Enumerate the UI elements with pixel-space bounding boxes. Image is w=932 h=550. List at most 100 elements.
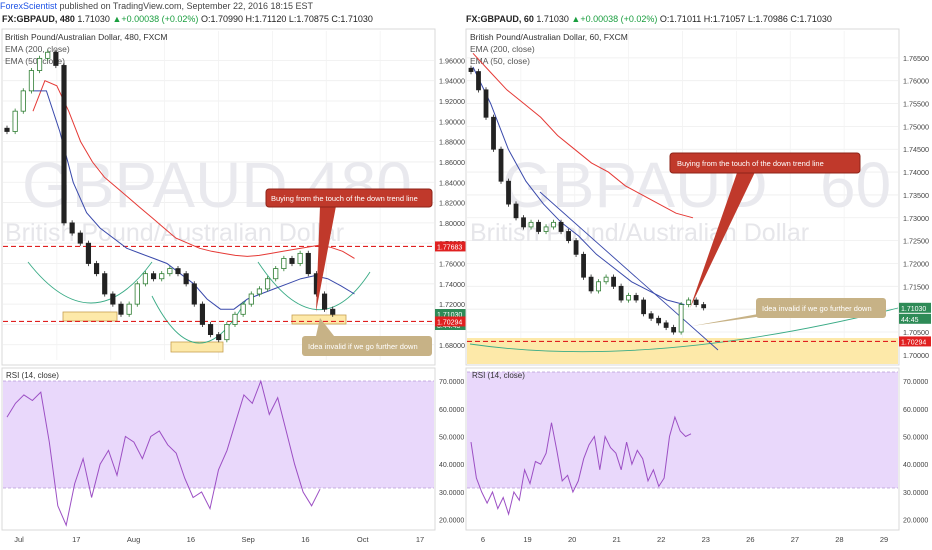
- l-price-tick-6: 1.84000: [439, 178, 465, 187]
- l-price-tick-3: 1.90000: [439, 117, 465, 126]
- r-time-tick-2: 20: [568, 535, 576, 544]
- r-time-tick-7: 27: [791, 535, 799, 544]
- l-candle-body-17: [142, 273, 149, 285]
- right-rsi-band: [467, 372, 898, 488]
- r-candle-body-7: [521, 217, 526, 228]
- l-candle-body-10: [85, 242, 92, 264]
- l-support-label-box: [435, 316, 467, 327]
- r-candle-body-15: [581, 253, 586, 278]
- l-candle-body-21: [175, 268, 181, 275]
- right-chart[interactable]: GBPAUD 60 British Pound/Australian Dolla…: [465, 28, 931, 544]
- right-buy-pointer: [690, 170, 756, 308]
- left-buy-pointer: [316, 206, 336, 312]
- l-price-tick-0: 1.96000: [439, 56, 465, 65]
- left-last-price: 1.71030: [77, 14, 110, 24]
- left-legend-title: British Pound/Australian Dollar, 480, FX…: [5, 32, 168, 42]
- l-candle-body-7: [61, 65, 67, 224]
- r-rsi-path: [470, 415, 692, 516]
- r-price-tick-9: 1.72000: [903, 259, 929, 268]
- r-time-tick-1: 19: [523, 535, 531, 544]
- right-legend-ema200[interactable]: EMA (200, close): [470, 44, 535, 54]
- r-candle-body-17: [596, 281, 601, 292]
- l-time-tick-2: Aug: [127, 535, 140, 544]
- r-price-tick-6: 1.73500: [903, 191, 929, 200]
- r-price-tick-3: 1.75000: [903, 122, 929, 131]
- r-price-tick-10: 1.71500: [903, 282, 929, 291]
- r-candle-body-31: [701, 304, 707, 309]
- l-price-tick-2: 1.92000: [439, 97, 465, 106]
- right-price-scale[interactable]: 1.76500 1.76000 1.75500 1.75000 1.74500 1.740…: [899, 54, 931, 360]
- left-rsi-title: RSI (14, close): [6, 371, 59, 380]
- l-candle-body-4: [36, 57, 43, 71]
- r-candle-body-25: [656, 317, 662, 324]
- left-chart[interactable]: GBPAUD 480 British Pound/Australian Doll…: [1, 28, 467, 544]
- right-change-up-icon: ▲: [571, 14, 581, 24]
- r-price-tick-4: 1.74500: [903, 145, 929, 154]
- right-legend-ema50[interactable]: EMA (50, close): [470, 56, 530, 66]
- left-ohlc: O:1.70990 H:1.71120 L:1.70875 C:1.71030: [200, 14, 373, 24]
- l-rsi-tick-4: 30.0000: [439, 490, 464, 497]
- left-legend-ema200[interactable]: EMA (200, close): [5, 44, 70, 54]
- l-price-tick-4: 1.88000: [439, 138, 465, 147]
- r-support-label: 1.70294: [901, 339, 926, 346]
- r-candle-body-16: [588, 276, 594, 292]
- r-candle-body-19: [611, 276, 616, 287]
- left-change-up-icon: ▲: [112, 14, 122, 24]
- l-support-label: 1.70294: [437, 319, 462, 326]
- l-candle-body-6: [53, 51, 59, 66]
- right-rsi-title: RSI (14, close): [472, 371, 525, 380]
- right-trend-line: [539, 191, 719, 351]
- r-support-label-box: [899, 336, 931, 347]
- r-candle-body-20: [618, 285, 624, 301]
- right-symbol-line: FX:GBPAUD, 60 1.71030 ▲+0.00038 (+0.02%)…: [466, 12, 832, 26]
- l-time-tick-3: 16: [187, 535, 195, 544]
- r-time-tick-6: 26: [746, 535, 754, 544]
- l-price-tick-11: 1.74000: [439, 280, 465, 289]
- r-candle-body-22: [633, 295, 639, 301]
- left-support-zone-1: [62, 311, 118, 322]
- r-time-tick-5: 23: [702, 535, 710, 544]
- l-candle-body-31: [256, 288, 263, 295]
- l-candle-body-2: [20, 90, 26, 112]
- l-candle-body-36: [297, 252, 303, 264]
- r-ema50-path: [472, 66, 685, 306]
- r-candle-body-28: [678, 304, 684, 333]
- right-buy-callout[interactable]: [669, 152, 861, 174]
- l-price-tick-7: 1.82000: [439, 199, 465, 208]
- author-link[interactable]: ForexScientist: [0, 1, 58, 11]
- r-rsi-tick-0: 70.0000: [903, 379, 928, 386]
- left-legend-ema50[interactable]: EMA (50, close): [5, 56, 65, 66]
- r-candle-body-1: [476, 71, 481, 91]
- r-price-tick-0: 1.76500: [903, 54, 929, 63]
- r-candle-body-13: [566, 231, 571, 242]
- right-rsi-scale[interactable]: 70.0000 60.0000 50.0000 40.0000 30.0000 20.00…: [903, 379, 928, 525]
- right-ema200: [472, 52, 694, 219]
- left-time-axis[interactable]: Jul 17 Aug 16 Sep 16 Oct 17: [14, 535, 424, 544]
- l-last-label: 1.71030: [437, 312, 462, 319]
- right-invalid-callout[interactable]: [756, 298, 886, 318]
- r-last-label-box: [899, 302, 931, 313]
- l-price-tick-8: 1.80000: [439, 219, 465, 228]
- left-buy-callout[interactable]: [265, 188, 433, 208]
- l-candle-body-5: [45, 51, 51, 59]
- l-time-tick-4: Sep: [241, 535, 254, 544]
- left-buy-text: Buying from the touch of the down trend …: [271, 194, 418, 203]
- r-candle-body-3: [491, 116, 496, 150]
- r-candle-body-21: [626, 295, 632, 301]
- right-last-price: 1.71030: [536, 14, 569, 24]
- r-candle-body-26: [663, 322, 669, 328]
- left-candles: [4, 49, 336, 343]
- l-rsi-tick-5: 20.0000: [439, 518, 464, 525]
- right-change: +0.00038 (+0.02%): [580, 14, 658, 24]
- right-time-axis[interactable]: 6 19 20 21 22 23 26 27 28 29: [481, 535, 888, 544]
- r-price-tick-13: 1.70000: [903, 351, 929, 360]
- r-candle-body-14: [573, 240, 579, 255]
- l-resistance-label: 1.77683: [437, 244, 462, 251]
- left-symbol: FX:GBPAUD, 480: [2, 14, 75, 24]
- left-price-scale[interactable]: 1.96000 1.94000 1.92000 1.90000 1.88000 1.860…: [435, 56, 467, 350]
- l-candle-body-39: [321, 293, 328, 310]
- r-price-tick-8: 1.72500: [903, 237, 929, 246]
- left-rsi-scale[interactable]: 70.0000 60.0000 50.0000 40.0000 30.0000 20.00…: [439, 379, 464, 525]
- left-invalid-callout[interactable]: [302, 336, 432, 356]
- right-arc: [469, 307, 899, 353]
